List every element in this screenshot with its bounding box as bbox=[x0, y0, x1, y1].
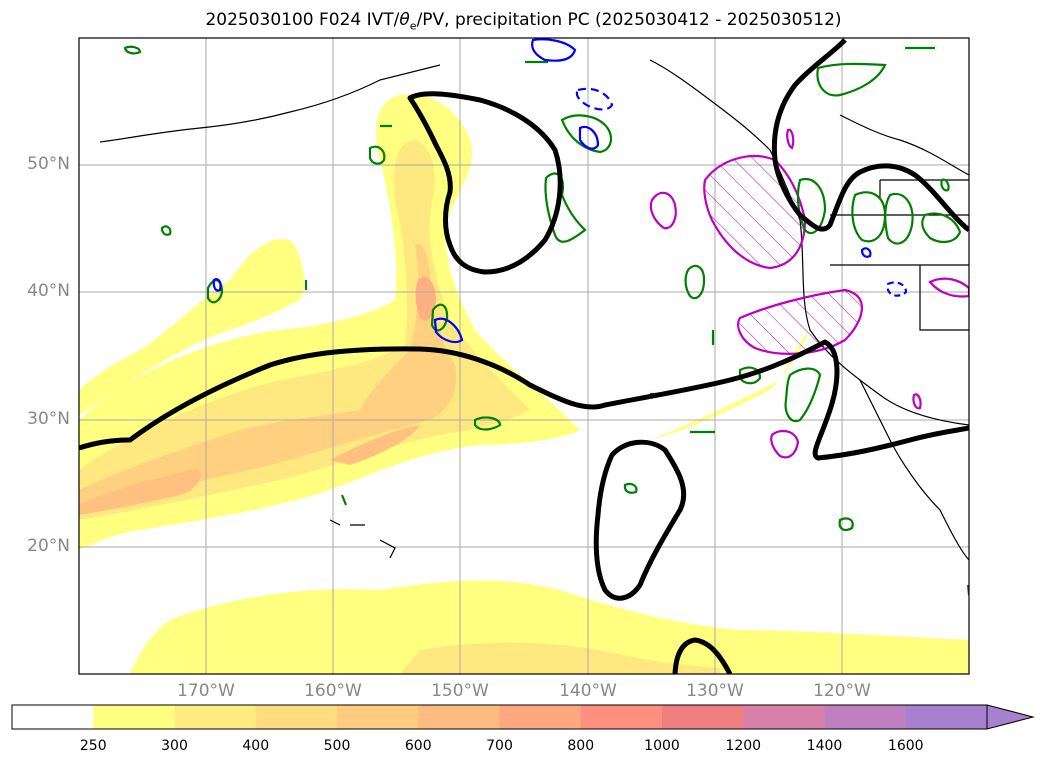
ivt-south-300 bbox=[400, 642, 720, 674]
lon-label-120w: 120°W bbox=[813, 681, 871, 701]
colorbar-label: 800 bbox=[567, 738, 595, 754]
colorbar-cell bbox=[580, 705, 663, 729]
colorbar-cell bbox=[824, 705, 907, 729]
weather-map bbox=[78, 37, 970, 675]
colorbar-label: 1400 bbox=[806, 738, 843, 754]
title-suffix: /PV, precipitation PC (2025030412 - 2025… bbox=[416, 10, 842, 30]
colorbar-extend-arrow bbox=[986, 704, 1035, 730]
colorbar-cell bbox=[905, 705, 988, 729]
colorbar-label: 300 bbox=[161, 738, 188, 754]
colorbar-label: 1200 bbox=[725, 738, 762, 754]
theta-south-cap bbox=[672, 637, 733, 674]
graticule bbox=[79, 38, 969, 674]
colorbar-label: 1600 bbox=[887, 738, 924, 754]
colorbar-cell bbox=[174, 705, 257, 729]
colorbar-cell bbox=[337, 705, 419, 729]
colorbar-cell bbox=[12, 705, 94, 729]
ivt-core-500 bbox=[79, 469, 201, 515]
ivt-south-250 bbox=[130, 580, 969, 674]
pv-contours bbox=[212, 38, 908, 344]
title-prefix: 2025030100 F024 IVT/ bbox=[205, 10, 400, 30]
lon-label-140w: 140°W bbox=[559, 681, 617, 701]
colorbar-cell bbox=[255, 705, 338, 729]
precip-contours bbox=[123, 45, 969, 596]
colorbar-frame bbox=[11, 704, 988, 730]
lat-label-40: 40°N bbox=[27, 281, 70, 301]
colorbar-cell bbox=[743, 705, 825, 729]
ivt-shading bbox=[79, 94, 969, 674]
ivt-main-300 bbox=[79, 140, 530, 520]
title-theta-sub: e bbox=[409, 19, 417, 33]
lon-label-160w: 160°W bbox=[304, 681, 362, 701]
colorbar-label: 250 bbox=[79, 738, 107, 754]
ivt-core-500b bbox=[330, 425, 420, 465]
colorbar-cell bbox=[418, 705, 500, 729]
theta-main-line bbox=[79, 339, 969, 461]
theta-east-line bbox=[771, 38, 969, 232]
colorbar-label: 1000 bbox=[644, 738, 680, 754]
lon-label-130w: 130°W bbox=[686, 681, 744, 701]
title-theta: θ bbox=[399, 10, 410, 30]
colorbar-cell bbox=[662, 705, 744, 729]
map-title: 2025030100 F024 IVT/θe/PV, precipitation… bbox=[0, 10, 1047, 32]
ivt-plume-250 bbox=[79, 239, 305, 415]
lat-label-20: 20°N bbox=[27, 536, 70, 556]
colorbar-label: 500 bbox=[323, 738, 351, 754]
map-frame bbox=[78, 37, 970, 675]
colorbar-cell bbox=[499, 705, 582, 729]
colorbar-label: 700 bbox=[486, 738, 513, 754]
ivt-main-400 bbox=[79, 243, 457, 510]
theta-contours bbox=[79, 38, 969, 674]
lat-label-50: 50°N bbox=[27, 154, 70, 174]
colorbar-label: 600 bbox=[404, 738, 432, 754]
lat-label-30: 30°N bbox=[27, 409, 70, 429]
ivt-core-600 bbox=[415, 276, 436, 321]
colorbar-label: 400 bbox=[242, 738, 270, 754]
colorbar bbox=[11, 704, 1035, 730]
colorbar-cell bbox=[93, 705, 175, 729]
theta-closed-north bbox=[407, 91, 563, 275]
theta-closed-south bbox=[593, 439, 687, 601]
lon-label-150w: 150°W bbox=[431, 681, 489, 701]
lon-label-170w: 170°W bbox=[177, 681, 235, 701]
